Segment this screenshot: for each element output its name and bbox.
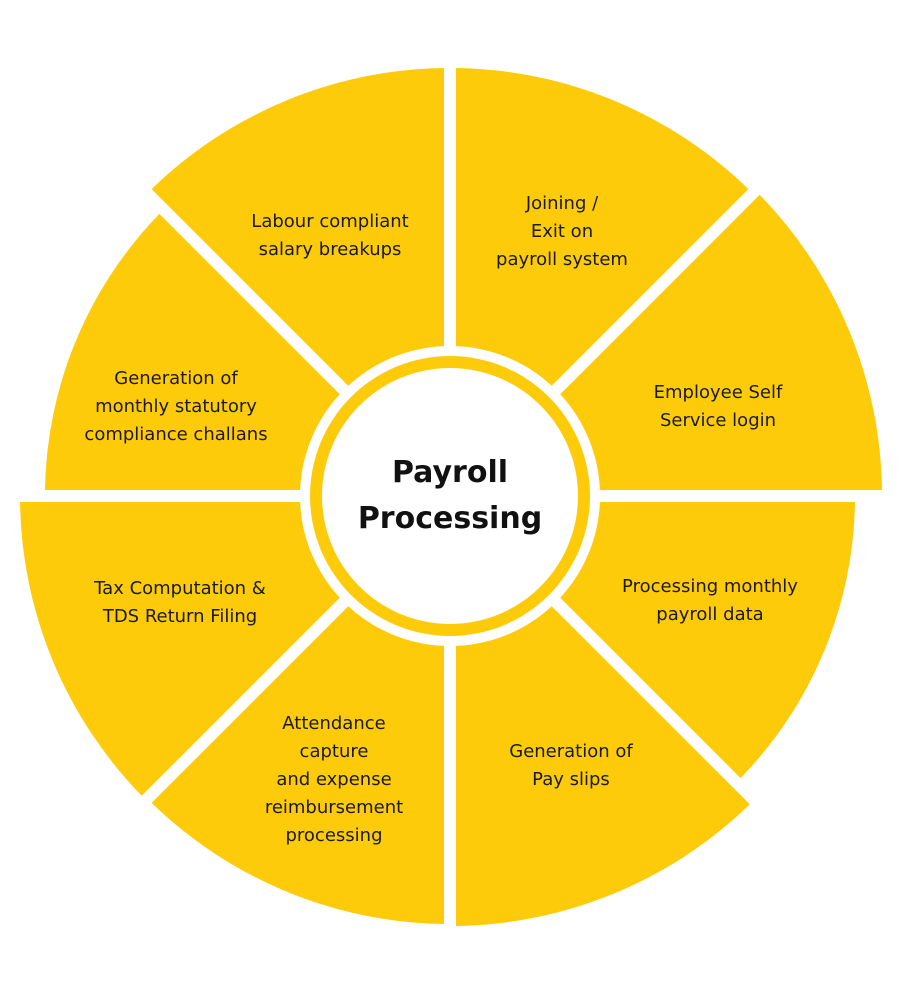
segments-group (20, 68, 882, 926)
segment-label-joining-exit: Joining / Exit on payroll system (496, 193, 628, 270)
segment-label-pay-slips: Generation of Pay slips (509, 741, 633, 790)
segment-salary-breakups (151, 68, 444, 386)
segment-label-salary-breakups: Labour compliant salary breakups (251, 211, 409, 260)
segment-label-processing-payroll-data: Processing monthly payroll data (622, 576, 798, 625)
center-circle (322, 368, 578, 624)
segment-pay-slips (456, 606, 750, 926)
segment-tax-computation (20, 502, 340, 796)
segment-statutory-challans (45, 213, 340, 490)
segment-attendance-expense (151, 606, 444, 924)
segment-label-tax-computation: Tax Computation & TDS Return Filing (94, 578, 266, 627)
segment-label-employee-self-service: Employee Self Service login (653, 382, 783, 431)
segment-label-statutory-challans: Generation of monthly statutory complian… (84, 368, 268, 445)
segment-processing-payroll-data (560, 502, 855, 779)
segment-employee-self-service (560, 194, 882, 491)
segment-label-attendance-expense: Attendance capture and expense reimburse… (264, 713, 404, 846)
center-title: Payroll Processing (357, 455, 543, 536)
segment-joining-exit (456, 68, 749, 386)
